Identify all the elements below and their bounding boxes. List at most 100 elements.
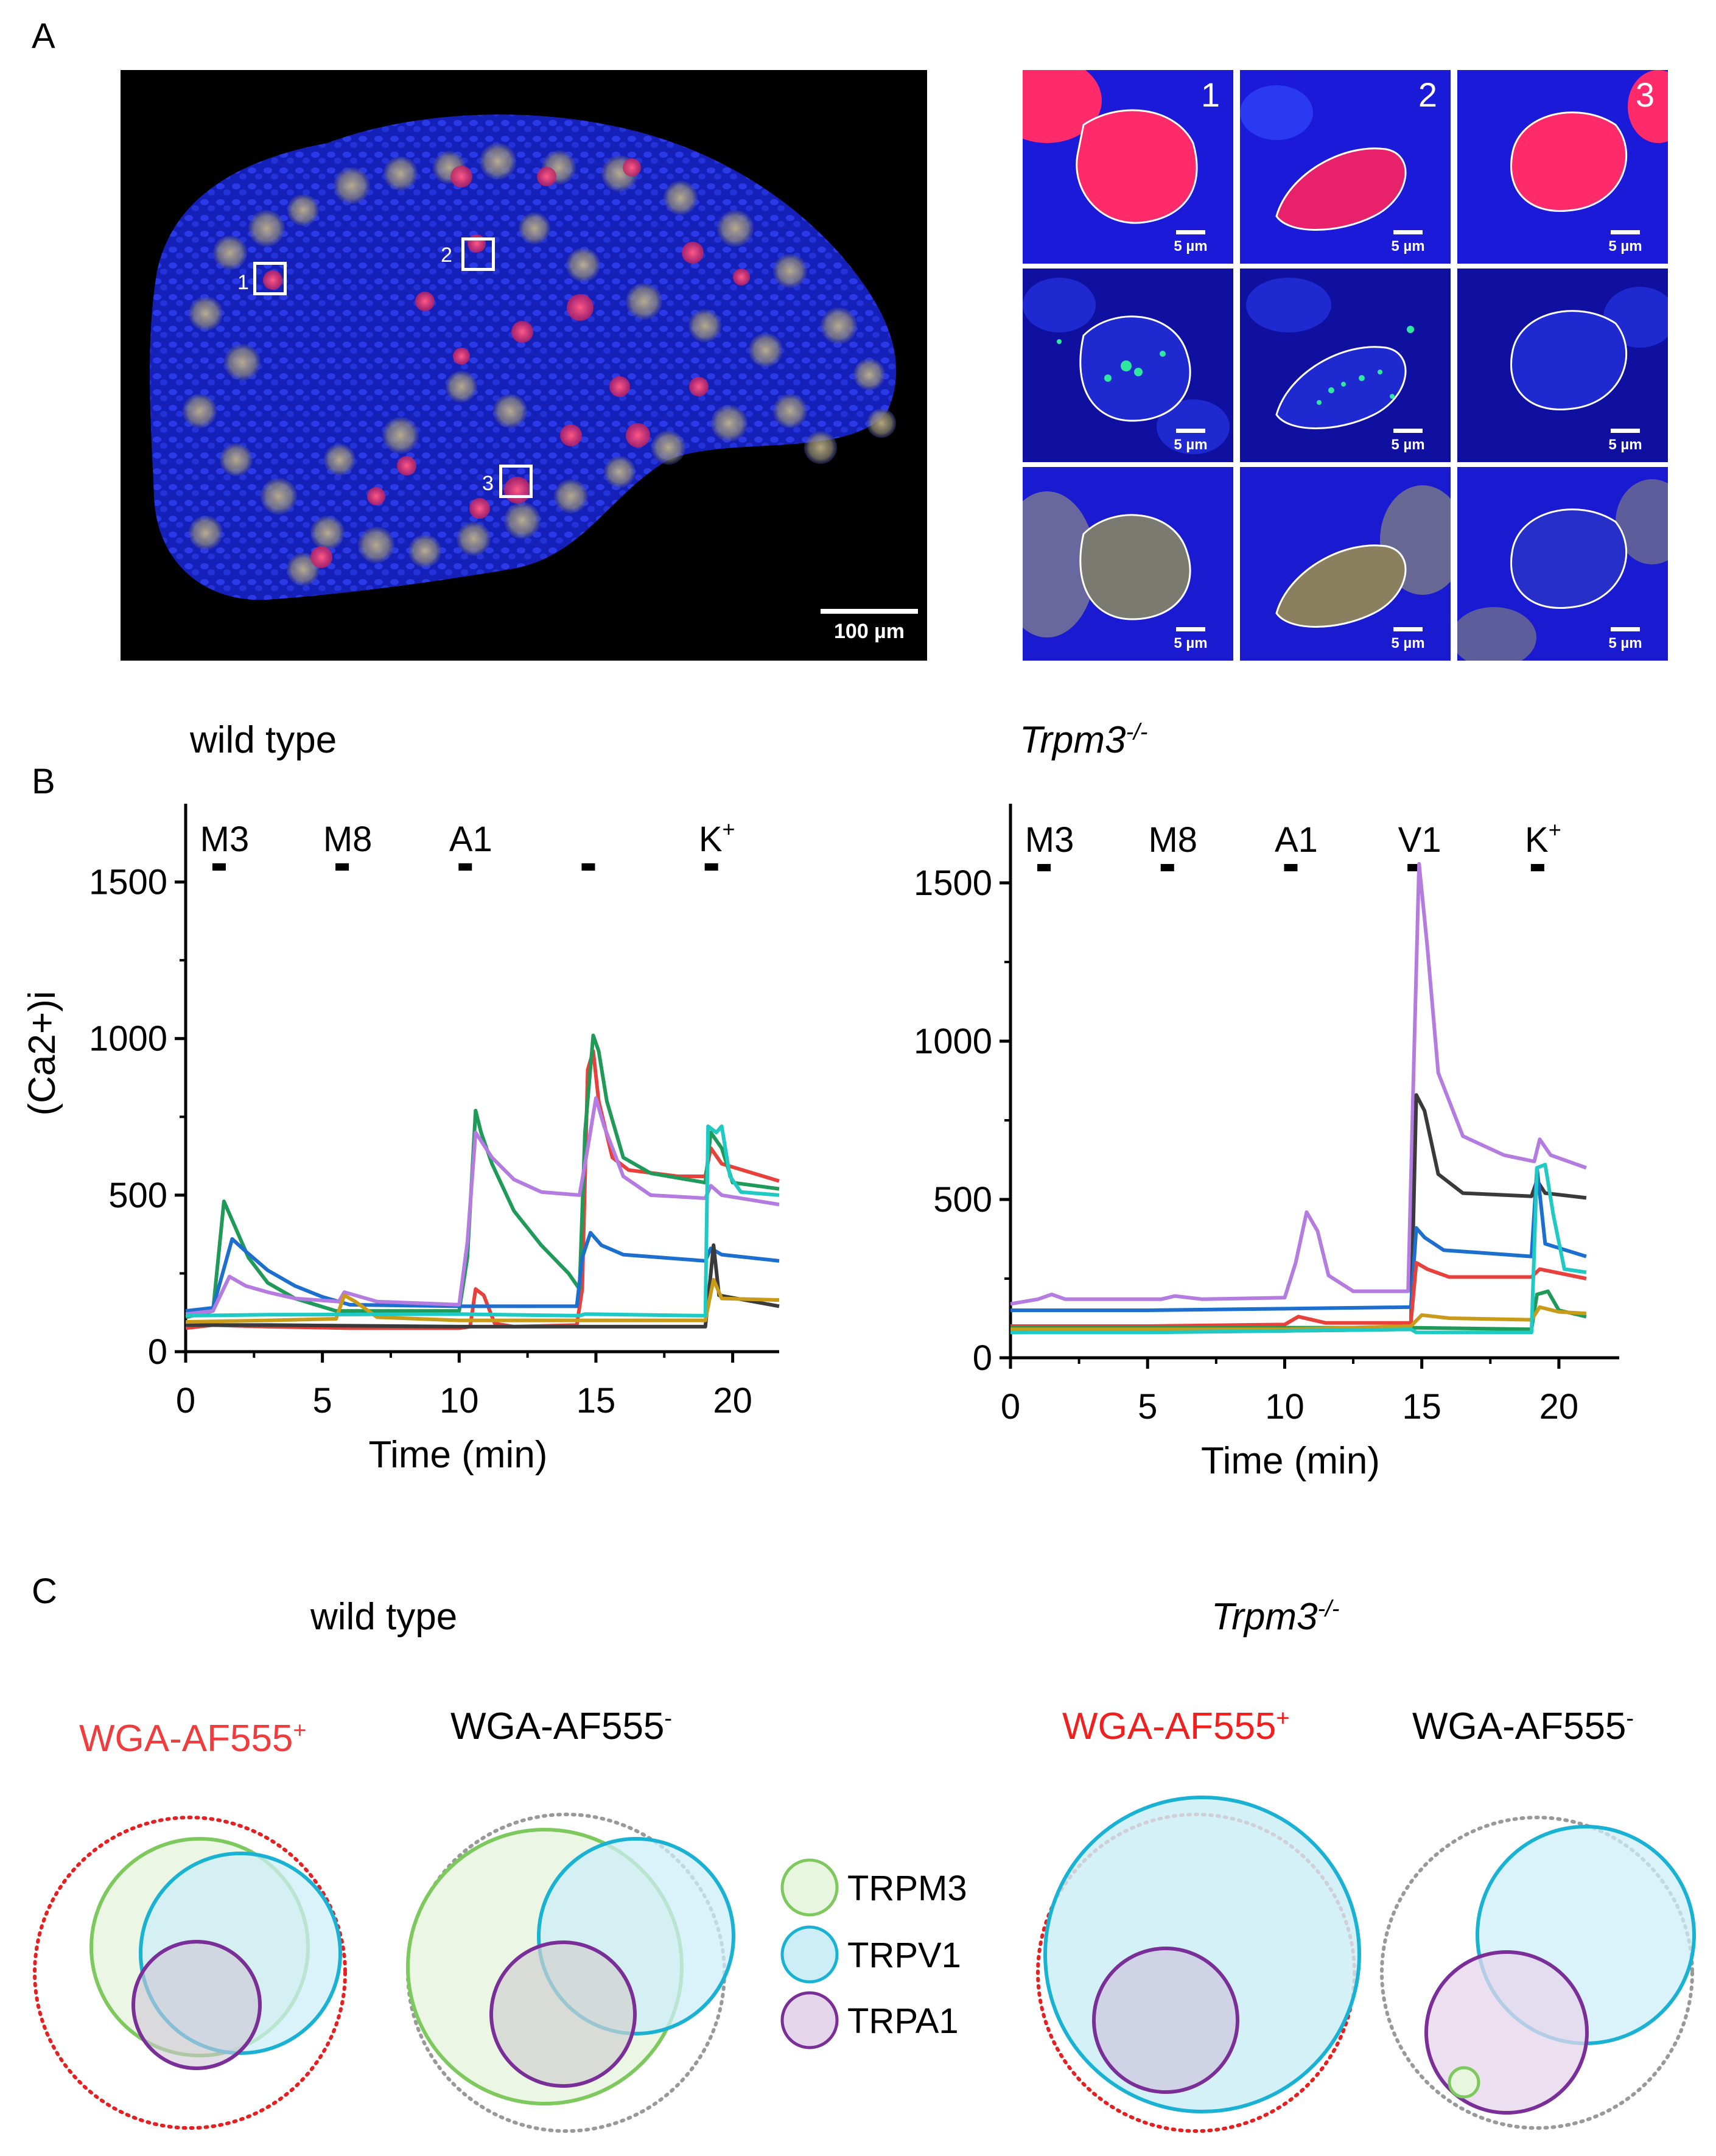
stimulus-label: M8 [323, 820, 373, 859]
ganglion-image [121, 70, 927, 661]
chart-right-title: Trpm3-/- [1020, 718, 1147, 762]
stimulus-label: K+ [699, 816, 735, 859]
tile-number-1: 1 [1200, 75, 1220, 114]
main-scale-bar: 100 µm [821, 609, 918, 644]
roi-label-3: 3 [482, 472, 494, 495]
stimulus-bar [335, 863, 349, 871]
stimulus-label: A1 [449, 820, 492, 859]
stimulus-label-sup: + [1549, 817, 1561, 842]
wt-wga-neg-sup: - [664, 1705, 673, 1732]
venn-trpa1-circle [1092, 1947, 1239, 2094]
trace-cyan [1010, 1162, 1587, 1335]
tile-scale: 5 µm [1607, 627, 1644, 652]
wt-wga-pos-sup: + [293, 1718, 307, 1744]
tile-scale: 5 µm [1607, 429, 1644, 454]
trace-green [185, 1033, 780, 1319]
legend-trpa1-swatch [780, 1991, 839, 2049]
stimulus-bar [1530, 864, 1544, 871]
ganglion-micrograph: 1 2 3 100 µm [121, 70, 927, 661]
x-tick-label: 0 [1001, 1387, 1020, 1427]
trace-cyan [185, 1124, 780, 1318]
x-tick-label: 20 [1539, 1387, 1579, 1427]
zoom-tile-r2c1: 5 µm [1023, 269, 1233, 462]
venn-trpa1-circle [131, 1940, 262, 2070]
y-tick-label: 500 [933, 1180, 992, 1220]
venn-ko-wga-pos [1036, 1796, 1361, 2133]
venn-trpm3-circle [1448, 2066, 1480, 2099]
chart-right-title-text: Trpm3 [1020, 719, 1126, 761]
zoom-tile-r2c2: 5 µm [1240, 269, 1451, 462]
ko-wga-neg-sup: - [1626, 1705, 1634, 1732]
zoom-tile-grid: 1 5 µm 2 5 µm 3 5 µm 5 µm 5 µm 5 µm 5 µm… [1023, 70, 1668, 661]
zoom-tile-r2c3: 5 µm [1457, 269, 1668, 462]
roi-label-2: 2 [441, 244, 452, 267]
tile-scale: 5 µm [1390, 627, 1426, 652]
calcium-chart-wild-type: 0 500 1000 1500 0 5 10 15 20 Time (min) (Ca2+)i M3 M… [21, 804, 780, 1476]
trace-purple [1010, 862, 1587, 1306]
y-tick-label: 500 [108, 1176, 167, 1215]
x-tick-label: 15 [576, 1381, 616, 1420]
venn-ko-wga-neg [1380, 1816, 1696, 2130]
chart-right-title-sup: -/- [1126, 719, 1148, 745]
panel-b-letter: B [32, 762, 55, 801]
venn-right-title: Trpm3-/- [1211, 1595, 1339, 1638]
ko-wga-pos-label: WGA-AF555+ [1062, 1705, 1290, 1748]
tile-scale: 5 µm [1172, 627, 1209, 652]
ko-wga-pos-text: WGA-AF555 [1062, 1705, 1276, 1747]
y-axis-label: (Ca2+)i [21, 991, 63, 1115]
ko-wga-pos-sup: + [1276, 1705, 1290, 1732]
stimulus-bar [458, 863, 472, 871]
trace-gold [185, 1277, 780, 1324]
x-axis-label: Time (min) [369, 1434, 548, 1476]
tile-number-3: 3 [1635, 75, 1655, 114]
ko-wga-neg-label: WGA-AF555- [1412, 1705, 1634, 1748]
venn-wt-wga-neg [406, 1813, 735, 2133]
roi-box-3 [499, 465, 533, 498]
zoom-tile-r3c2: 5 µm [1240, 467, 1451, 661]
tile-scale: 5 µm [1172, 230, 1209, 255]
panel-a-letter: A [32, 16, 55, 56]
venn-trpa1-circle [489, 1940, 637, 2088]
zoom-tile-r1c1: 1 5 µm [1023, 70, 1233, 264]
x-tick-label: 0 [176, 1381, 195, 1420]
x-tick-label: 5 [1138, 1387, 1157, 1427]
tile-scale: 5 µm [1390, 230, 1426, 255]
zoom-tile-r3c1: 5 µm [1023, 467, 1233, 661]
y-tick-label: 1000 [914, 1022, 992, 1061]
trace-red [1010, 1261, 1587, 1328]
chart-left-title: wild type [190, 719, 337, 761]
tile-scale: 5 µm [1172, 429, 1209, 454]
venn-outer-circle [33, 1816, 347, 2130]
stimulus-label: K+ [1525, 817, 1561, 860]
x-tick-label: 5 [313, 1381, 332, 1420]
x-tick-label: 15 [1402, 1387, 1441, 1427]
venn-diagrams [33, 1796, 1696, 2133]
trace-red [185, 1049, 780, 1330]
legend-trpa1-label: TRPA1 [847, 2001, 959, 2041]
y-tick-label: 1500 [89, 863, 167, 902]
trace-blue [185, 1231, 780, 1313]
venn-right-title-text: Trpm3 [1211, 1596, 1318, 1638]
y-tick-label: 1000 [89, 1019, 167, 1059]
zoom-tile-r1c3: 3 5 µm [1457, 70, 1668, 264]
roi-label-1: 1 [237, 271, 249, 294]
stimulus-label-sup: + [723, 816, 735, 841]
stimulus-bar [704, 863, 718, 871]
panel-c-letter: C [32, 1571, 57, 1611]
stimulus-label: A1 [1275, 820, 1318, 860]
stimulus-label: M3 [200, 820, 250, 859]
trace-black [186, 1243, 780, 1329]
y-tick-label: 0 [973, 1338, 992, 1378]
stimulus-label: V1 [1398, 820, 1441, 860]
venn-outer-circle [1380, 1816, 1694, 2130]
stimulus-label: M3 [1025, 820, 1074, 860]
legend-trpm3-swatch [780, 1858, 839, 1917]
stimulus-bar [1284, 864, 1298, 871]
venn-wt-wga-pos [33, 1816, 347, 2130]
wt-wga-neg-label: WGA-AF555- [450, 1705, 672, 1748]
roi-box-1 [253, 262, 287, 295]
x-tick-label: 10 [440, 1381, 479, 1420]
y-tick-label: 1500 [914, 863, 992, 903]
venn-left-title: wild type [310, 1596, 458, 1638]
x-axis-label: Time (min) [1201, 1440, 1380, 1482]
